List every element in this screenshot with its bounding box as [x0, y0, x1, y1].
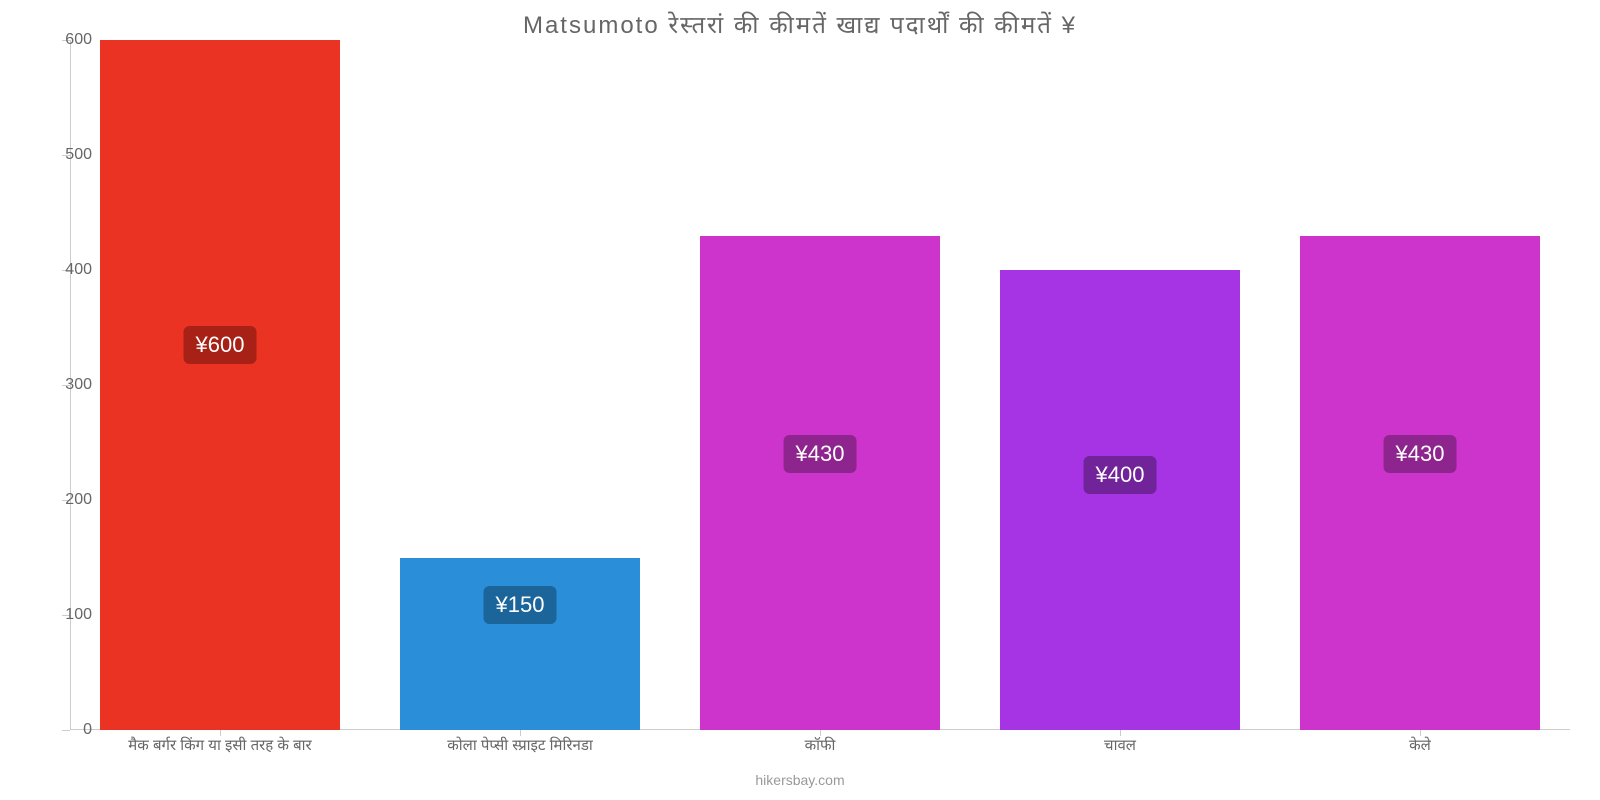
category-label: कोला पेप्सी स्प्राइट मिरिनडा [447, 735, 593, 755]
bar [100, 40, 340, 730]
value-badge: ¥430 [784, 435, 857, 473]
bar [1300, 236, 1540, 731]
y-tick-label: 200 [32, 491, 92, 509]
y-tick-label: 0 [32, 721, 92, 739]
y-tick-label: 100 [32, 606, 92, 624]
attribution-text: hikersbay.com [0, 772, 1600, 788]
bar [1000, 270, 1240, 730]
category-label: केले [1409, 735, 1431, 755]
chart-container: Matsumoto रेस्तरां की कीमतें खाद्य पदार्… [0, 0, 1600, 800]
chart-title: Matsumoto रेस्तरां की कीमतें खाद्य पदार्… [0, 8, 1600, 41]
category-label: चावल [1104, 735, 1136, 755]
value-badge: ¥600 [184, 326, 257, 364]
bar [700, 236, 940, 731]
bar [400, 558, 640, 731]
category-label: कॉफी [805, 735, 836, 755]
y-tick-label: 300 [32, 376, 92, 394]
plot-area: ¥600 ¥150 ¥430 ¥400 ¥430 [70, 40, 1570, 730]
y-tick-label: 600 [32, 31, 92, 49]
value-badge: ¥430 [1384, 435, 1457, 473]
y-tick-label: 500 [32, 146, 92, 164]
value-badge: ¥400 [1084, 456, 1157, 494]
y-tick-label: 400 [32, 261, 92, 279]
category-label: मैक बर्गर किंग या इसी तरह के बार [128, 735, 311, 755]
value-badge: ¥150 [484, 586, 557, 624]
